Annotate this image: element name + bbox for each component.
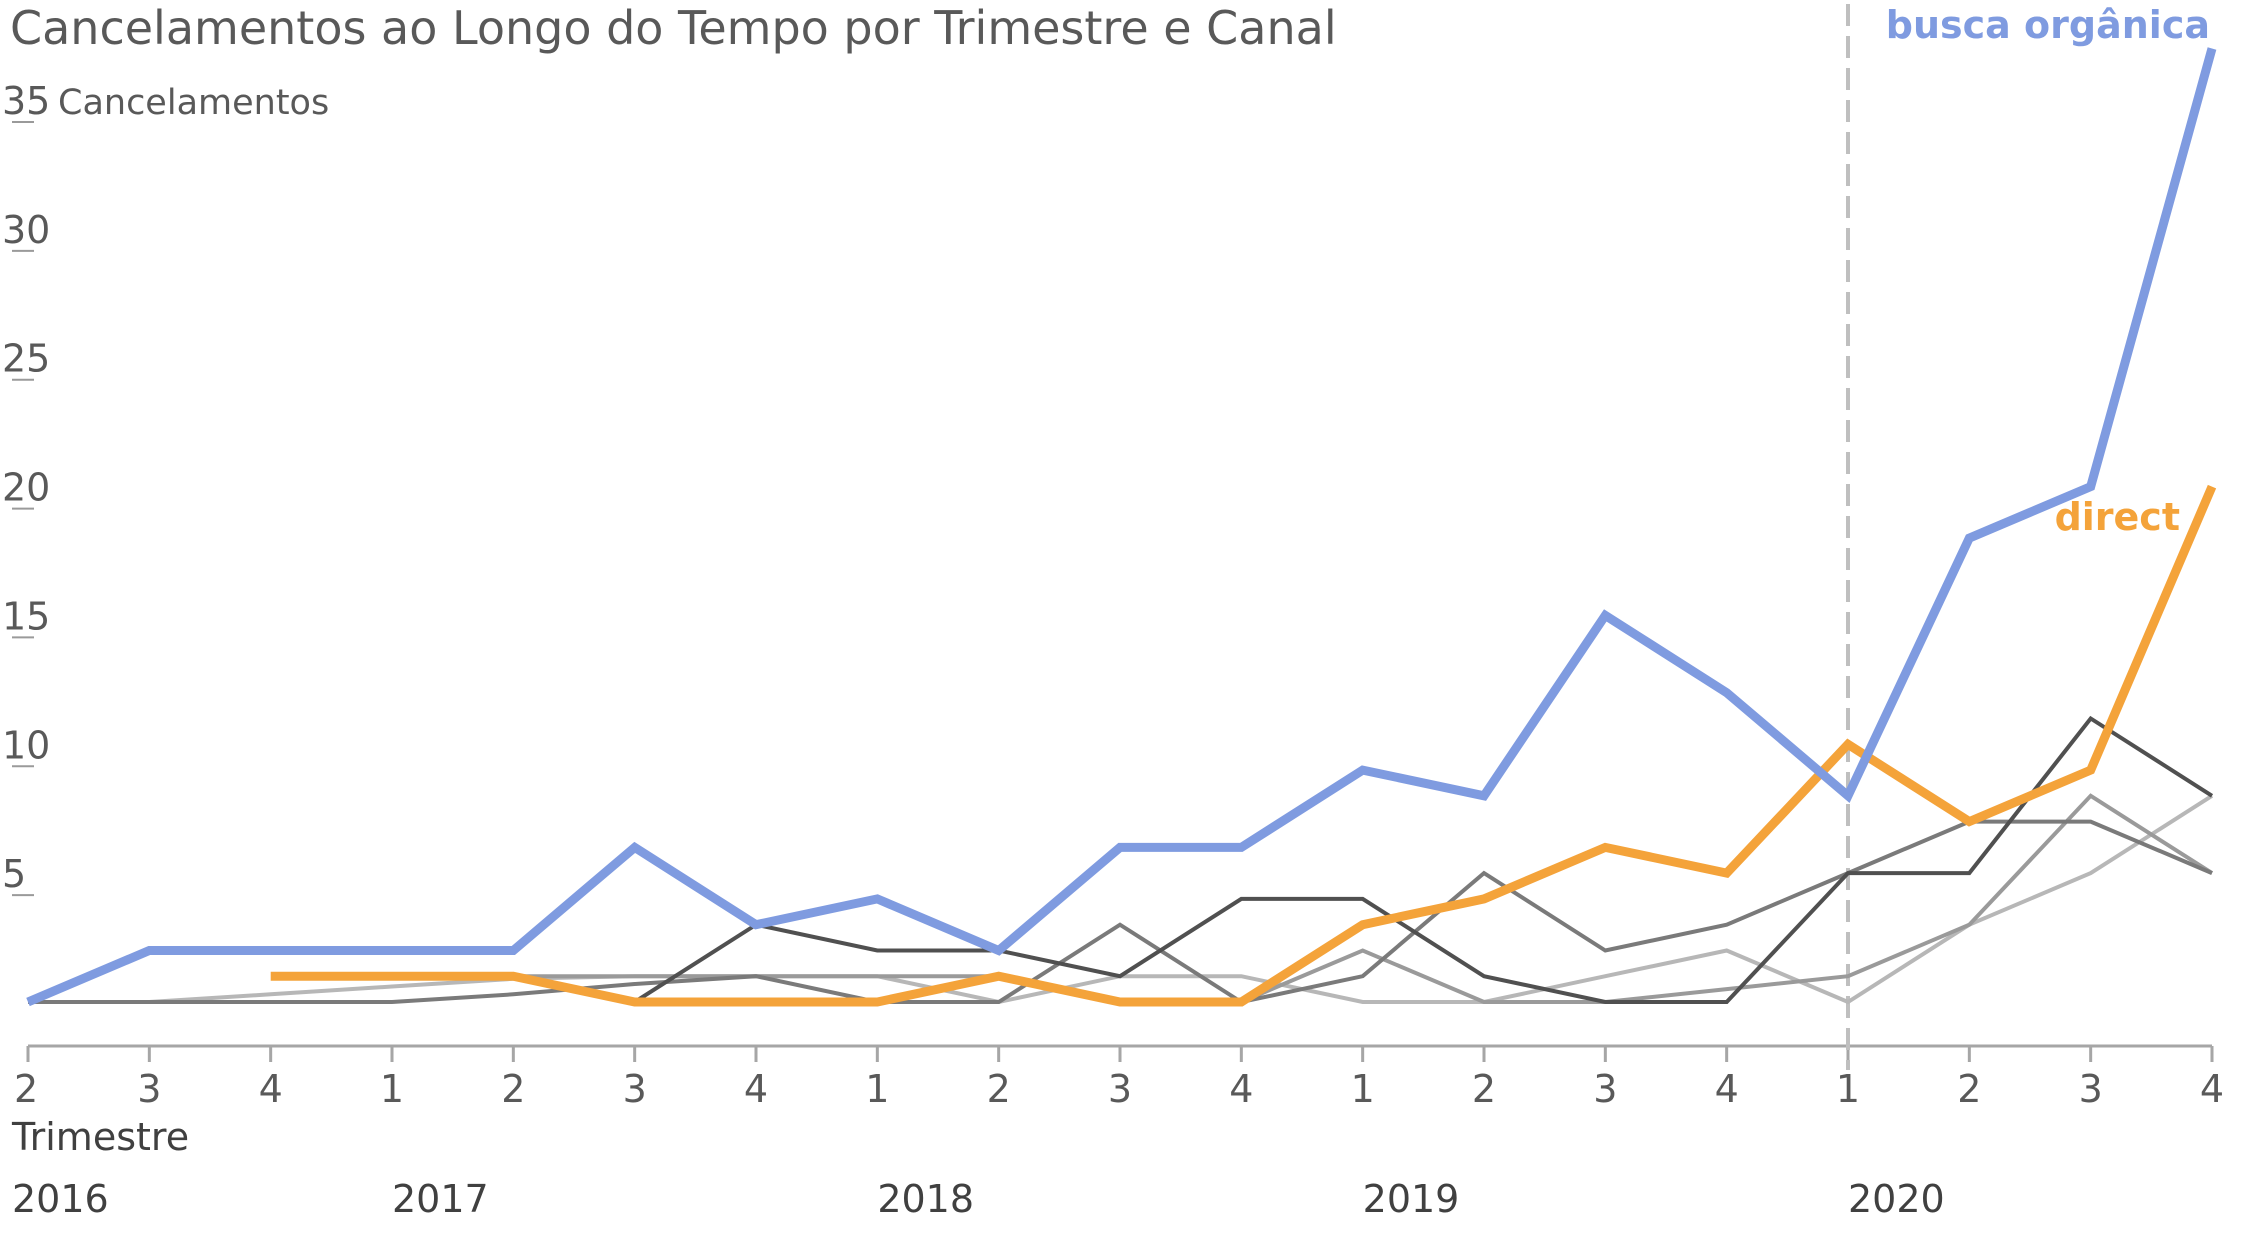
x-tick-label: 1 <box>1836 1067 1860 1111</box>
x-tick-label: 3 <box>1593 1067 1617 1111</box>
y-tick-label: 10 <box>2 723 50 767</box>
x-axis: 2 3 4 1 2 3 4 1 2 3 4 1 2 3 4 1 2 3 4 <box>14 1044 2224 1111</box>
series-line-4 <box>512 715 2214 1005</box>
x-tick-label: 4 <box>2200 1067 2224 1111</box>
chart-title: Cancelamentos ao Longo do Tempo por Trim… <box>10 1 1337 55</box>
x-tick-label: 2 <box>501 1067 525 1111</box>
year-label: 2017 <box>392 1177 489 1221</box>
series-label: busca orgânica <box>1886 3 2210 47</box>
x-tick-label: 2 <box>14 1067 38 1111</box>
year-labels: 2016 2017 2018 2019 2020 <box>12 1177 1945 1221</box>
year-label: 2018 <box>877 1177 974 1221</box>
x-tick-label: 1 <box>380 1067 404 1111</box>
series-labels: direct busca orgânica <box>1886 3 2210 539</box>
x-tick-label: 4 <box>744 1067 768 1111</box>
y-tick-label: 35 <box>2 79 50 123</box>
y-axis: 5 10 15 20 25 30 35 <box>2 79 50 897</box>
x-tick-label: 4 <box>1715 1067 1739 1111</box>
y-axis-label: Cancelamentos <box>58 83 329 123</box>
x-tick-label: 2 <box>1472 1067 1496 1111</box>
y-tick-label: 15 <box>2 594 50 638</box>
x-tick-label: 3 <box>2079 1067 2103 1111</box>
series-label: direct <box>2055 495 2180 539</box>
x-tick-label: 2 <box>987 1067 1011 1111</box>
y-tick-label: 5 <box>2 852 26 896</box>
year-label: 2016 <box>12 1177 109 1221</box>
y-tick-label: 25 <box>2 337 50 381</box>
x-tick-label: 3 <box>137 1067 161 1111</box>
x-tick-label: 3 <box>1108 1067 1132 1111</box>
series-line-1 <box>28 794 2214 1005</box>
year-label: 2019 <box>1363 1177 1460 1221</box>
x-tick-label: 2 <box>1957 1067 1981 1111</box>
series-line-2 <box>28 793 2214 1004</box>
x-tick-label: 1 <box>1351 1067 1375 1111</box>
y-tick-label: 30 <box>2 208 50 252</box>
series-line-busca-orgânica <box>26 47 2217 1007</box>
x-tick-label: 4 <box>1229 1067 1253 1111</box>
x-tick-label: 3 <box>623 1067 647 1111</box>
year-label: 2020 <box>1848 1177 1945 1221</box>
series-lines <box>26 47 2217 1007</box>
x-axis-title: Trimestre <box>11 1115 189 1159</box>
x-tick-label: 4 <box>259 1067 283 1111</box>
series-line-direct <box>270 484 2217 1007</box>
x-tick-label: 1 <box>865 1067 889 1111</box>
y-tick-label: 20 <box>2 466 50 510</box>
